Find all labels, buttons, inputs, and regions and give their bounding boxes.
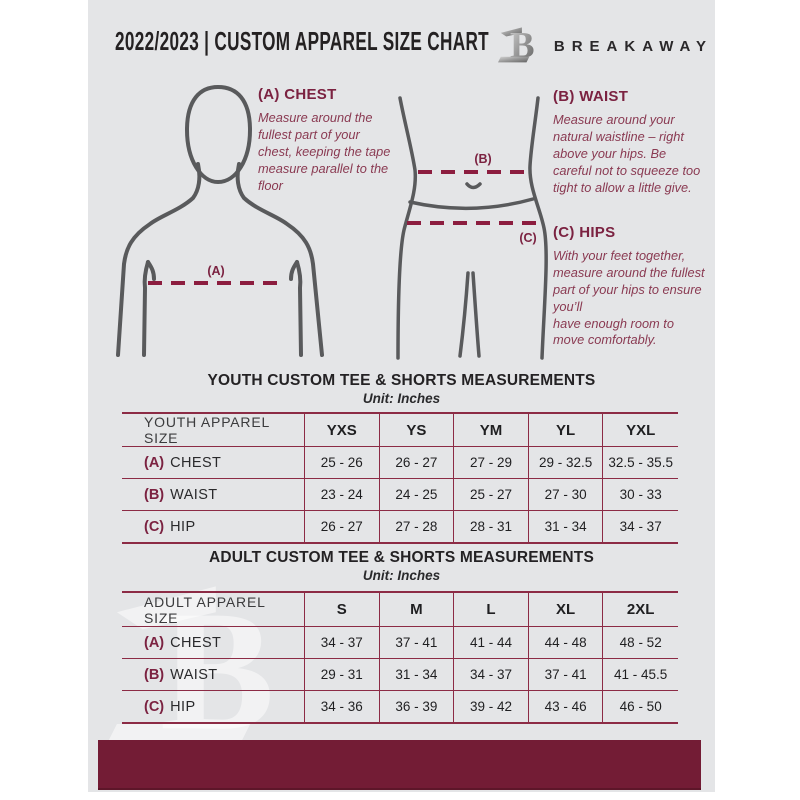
lower-body-figure: (B) (C) bbox=[396, 96, 548, 360]
instruction-waist-heading: (B) WAIST bbox=[553, 88, 629, 105]
size-value-cell: 27 - 28 bbox=[380, 511, 455, 542]
youth-unit-label: Unit: Inches bbox=[362, 391, 441, 406]
left-neck-shoulder-arm bbox=[116, 162, 202, 357]
right-armpit bbox=[295, 260, 303, 357]
size-value-cell: 31 - 34 bbox=[379, 659, 455, 691]
size-value-cell: 41 - 45.5 bbox=[603, 659, 678, 691]
youth-col-yxl: YXL bbox=[603, 414, 678, 447]
size-chart-card: B 2022/2023 | CUSTOM APPAREL SIZE CHART bbox=[88, 0, 715, 792]
adult-col-2xl: 2XL bbox=[603, 593, 678, 627]
youth-size-table: YOUTH APPAREL SIZE YXS YS YM YL YXL (A) C… bbox=[122, 412, 678, 544]
waist-label: (B) bbox=[474, 152, 491, 166]
season-title: 2022/2023 | CUSTOM APPAREL SIZE CHART bbox=[115, 26, 489, 56]
adult-waist-row-label: (B) WAIST bbox=[122, 659, 305, 691]
header: 2022/2023 | CUSTOM APPAREL SIZE CHART B bbox=[88, 0, 715, 80]
size-value-cell: 25 - 26 bbox=[305, 447, 380, 479]
size-value-cell: 34 - 36 bbox=[305, 691, 380, 722]
size-value-cell: 34 - 37 bbox=[619, 519, 662, 534]
size-value-cell: 25 - 27 bbox=[454, 479, 529, 511]
size-value-cell: 34 - 37 bbox=[454, 659, 529, 691]
size-value-cell: 27 - 30 bbox=[528, 479, 604, 511]
size-value-cell: 48 - 52 bbox=[603, 627, 678, 659]
left-armpit bbox=[142, 260, 150, 357]
hips-label: (C) bbox=[519, 231, 536, 245]
size-value-cell: 29 - 32.5 bbox=[528, 447, 604, 479]
instruction-hips-text: With your feet together, measure around … bbox=[553, 248, 705, 348]
adult-hip-row-label: (C) HIP bbox=[122, 691, 305, 722]
size-value-cell: 36 - 39 bbox=[380, 691, 455, 722]
youth-hip-row-label: (C) HIP bbox=[122, 511, 305, 542]
youth-col-ys: YS bbox=[379, 414, 455, 447]
youth-section-title: YOUTH CUSTOM TEE & SHORTS MEASUREMENTS bbox=[207, 372, 596, 389]
upper-body-figure: (A) bbox=[116, 84, 324, 357]
size-value-cell: 26 - 27 bbox=[305, 511, 380, 542]
size-value-cell: 31 - 34 bbox=[529, 511, 604, 542]
left-inner-leg bbox=[458, 271, 470, 358]
right-side-outline bbox=[528, 96, 548, 360]
navel bbox=[465, 182, 482, 190]
adult-chest-row-label: (A) CHEST bbox=[122, 627, 305, 659]
size-value-cell: 46 - 50 bbox=[619, 699, 662, 714]
footer-bar bbox=[98, 740, 701, 790]
youth-col-yxs: YXS bbox=[305, 414, 380, 447]
size-value-cell: 26 - 27 bbox=[379, 447, 455, 479]
size-value-cell: 43 - 46 bbox=[529, 691, 604, 722]
youth-chest-row-label: (A) CHEST bbox=[122, 447, 305, 479]
breakaway-logo-icon: B bbox=[497, 25, 534, 66]
adult-col-xl: XL bbox=[528, 593, 604, 627]
size-value-cell: 37 - 41 bbox=[379, 627, 455, 659]
right-neck-shoulder-arm bbox=[235, 162, 324, 357]
youth-col-yl: YL bbox=[528, 414, 604, 447]
youth-col-ym: YM bbox=[454, 414, 529, 447]
hip-curve bbox=[408, 197, 535, 211]
adult-unit-label: Unit: Inches bbox=[362, 568, 441, 583]
instruction-hips: (C) HIPS With your feet together, measur… bbox=[553, 224, 705, 349]
size-value-cell: 44 - 48 bbox=[528, 627, 604, 659]
size-value-cell: 28 - 31 bbox=[454, 511, 529, 542]
adult-col-l: L bbox=[454, 593, 529, 627]
adult-table-corner-header: ADULT APPAREL SIZE bbox=[122, 593, 305, 627]
right-armpit-flick bbox=[289, 260, 299, 281]
instruction-waist-text: Measure around your natural waistline – … bbox=[553, 112, 701, 195]
size-value-cell: 32.5 - 35.5 bbox=[603, 447, 678, 479]
left-armpit-flick bbox=[146, 260, 156, 281]
chest-label: (A) bbox=[207, 264, 224, 278]
instruction-waist: (B) WAIST Measure around your natural wa… bbox=[553, 88, 708, 196]
brand: B BREAKAWAY bbox=[497, 20, 713, 66]
adult-col-s: S bbox=[305, 593, 380, 627]
instruction-chest: (A) CHEST Measure around the fullest par… bbox=[258, 86, 394, 194]
adult-size-table: ADULT APPAREL SIZE S M L XL 2XL (A) CHEST… bbox=[122, 591, 678, 724]
instruction-hips-heading: (C) HIPS bbox=[553, 224, 616, 241]
head-outline bbox=[184, 84, 253, 185]
youth-table-corner-header: YOUTH APPAREL SIZE bbox=[122, 414, 305, 447]
instruction-chest-heading: (A) CHEST bbox=[258, 86, 337, 103]
size-value-cell: 34 - 37 bbox=[305, 627, 380, 659]
size-value-cell: 41 - 44 bbox=[454, 627, 529, 659]
size-value-cell: 27 - 29 bbox=[454, 447, 529, 479]
youth-waist-row-label: (B) WAIST bbox=[122, 479, 305, 511]
size-value-cell: 30 - 33 bbox=[603, 479, 678, 511]
right-inner-leg bbox=[471, 271, 481, 358]
instruction-chest-text: Measure around the fullest part of your … bbox=[258, 110, 391, 193]
size-value-cell: 23 - 24 bbox=[305, 479, 380, 511]
size-value-cell: 39 - 42 bbox=[454, 691, 529, 722]
adult-col-m: M bbox=[379, 593, 455, 627]
brand-name: BREAKAWAY bbox=[553, 37, 713, 55]
size-value-cell: 29 - 31 bbox=[305, 659, 380, 691]
size-value-cell: 37 - 41 bbox=[528, 659, 604, 691]
adult-section-title: ADULT CUSTOM TEE & SHORTS MEASUREMENTS bbox=[208, 549, 595, 566]
size-value-cell: 24 - 25 bbox=[379, 479, 455, 511]
left-side-outline bbox=[396, 96, 418, 360]
